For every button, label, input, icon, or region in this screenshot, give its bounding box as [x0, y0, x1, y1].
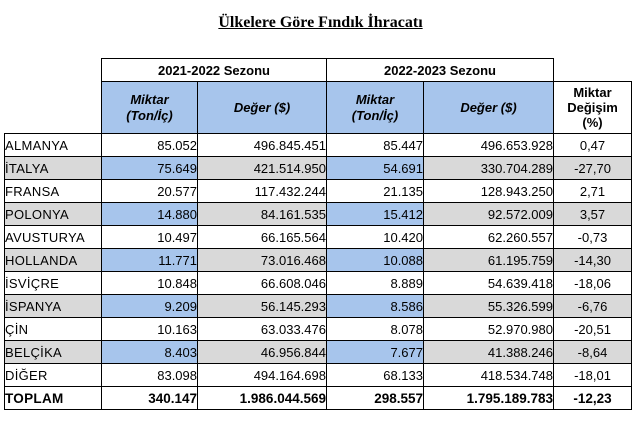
table-row: AVUSTURYA 10.497 66.165.564 10.420 62.260.55…	[4, 225, 632, 249]
value-2021-cell: 63.033.476	[197, 317, 327, 341]
quantity-2022-cell: 54.691	[326, 156, 424, 180]
country-cell: FRANSA	[4, 179, 102, 203]
quantity-2022-cell: 8.078	[326, 317, 424, 341]
quantity-2022-cell: 68.133	[326, 363, 424, 387]
country-cell: İSPANYA	[4, 294, 102, 318]
table-row: İSVİÇRE 10.848 66.608.046 8.889 54.639.418 -1…	[4, 271, 632, 295]
value-2021-cell: 66.165.564	[197, 225, 327, 249]
header-deger-2022: Değer ($)	[423, 81, 554, 134]
quantity-2021-cell: 11.771	[101, 248, 198, 272]
season-header-2021: 2021-2022 Sezonu	[101, 58, 327, 82]
country-cell: DİĞER	[4, 363, 102, 387]
quantity-2021-cell: 14.880	[101, 202, 198, 226]
quantity-2022-cell: 8.889	[326, 271, 424, 295]
change-percent-cell: -18,06	[553, 271, 632, 295]
country-cell: POLONYA	[4, 202, 102, 226]
value-2022-cell: 52.970.980	[423, 317, 554, 341]
value-2021-cell: 494.164.698	[197, 363, 327, 387]
quantity-2022-cell: 10.088	[326, 248, 424, 272]
empty-cell	[5, 82, 102, 134]
change-percent-cell: -18,01	[553, 363, 632, 387]
table-row: İTALYA 75.649 421.514.950 54.691 330.704.289…	[4, 156, 632, 180]
quantity-2022-cell: 8.586	[326, 294, 424, 318]
country-cell: ÇİN	[4, 317, 102, 341]
country-cell: BELÇİKA	[4, 340, 102, 364]
quantity-2021-cell: 20.577	[101, 179, 198, 203]
quantity-2021-cell: 10.848	[101, 271, 198, 295]
country-cell: AVUSTURYA	[4, 225, 102, 249]
quantity-2022-cell: 7.677	[326, 340, 424, 364]
empty-cell	[5, 59, 102, 82]
country-cell: TOPLAM	[4, 386, 102, 410]
table-row: HOLLANDA 11.771 73.016.468 10.088 61.195.759…	[4, 248, 632, 272]
change-percent-cell: 3,57	[553, 202, 632, 226]
quantity-2022-cell: 15.412	[326, 202, 424, 226]
change-percent-cell: -8,64	[553, 340, 632, 364]
country-cell: İTALYA	[4, 156, 102, 180]
value-2022-cell: 418.534.748	[423, 363, 554, 387]
header-miktar-change: Miktar Değişim (%)	[553, 81, 632, 134]
quantity-2022-cell: 10.420	[326, 225, 424, 249]
change-percent-cell: -0,73	[553, 225, 632, 249]
table-row: DİĞER 83.098 494.164.698 68.133 418.534.748-…	[4, 363, 632, 387]
page-title: Ülkelere Göre Fındık İhracatı	[218, 14, 423, 31]
quantity-2021-cell: 10.163	[101, 317, 198, 341]
value-2022-cell: 54.639.418	[423, 271, 554, 295]
value-2021-cell: 1.986.044.569	[197, 386, 327, 410]
value-2021-cell: 46.956.844	[197, 340, 327, 364]
quantity-2021-cell: 9.209	[101, 294, 198, 318]
quantity-2021-cell: 85.052	[101, 133, 198, 157]
total-row: TOPLAM 340.147 1.986.044.569 298.557 1.795.1…	[4, 386, 632, 410]
change-percent-cell: -12,23	[553, 386, 632, 410]
value-2021-cell: 73.016.468	[197, 248, 327, 272]
export-table: 2021-2022 Sezonu 2022-2023 Sezonu Miktar…	[4, 58, 632, 410]
value-2022-cell: 128.943.250	[423, 179, 554, 203]
value-2022-cell: 92.572.009	[423, 202, 554, 226]
table-row: İSPANYA 9.209 56.145.293 8.586 55.326.599 -6,…	[4, 294, 632, 318]
quantity-2022-cell: 298.557	[326, 386, 424, 410]
country-cell: ALMANYA	[4, 133, 102, 157]
value-2022-cell: 41.388.246	[423, 340, 554, 364]
value-2021-cell: 56.145.293	[197, 294, 327, 318]
quantity-2022-cell: 21.135	[326, 179, 424, 203]
value-2022-cell: 330.704.289	[423, 156, 554, 180]
header-deger-2021: Değer ($)	[197, 81, 327, 134]
value-2022-cell: 61.195.759	[423, 248, 554, 272]
country-cell: HOLLANDA	[4, 248, 102, 272]
value-2021-cell: 496.845.451	[197, 133, 327, 157]
value-2021-cell: 117.432.244	[197, 179, 327, 203]
table-row: ÇİN 10.163 63.033.476 8.078 52.970.980 -20,51	[4, 317, 632, 341]
value-2021-cell: 66.608.046	[197, 271, 327, 295]
country-cell: İSVİÇRE	[4, 271, 102, 295]
quantity-2021-cell: 75.649	[101, 156, 198, 180]
table-row: BELÇİKA 8.403 46.956.844 7.677 41.388.246 -8,…	[4, 340, 632, 364]
header-miktar-2021: Miktar (Ton/İç)	[101, 81, 198, 134]
change-percent-cell: -6,76	[553, 294, 632, 318]
quantity-2021-cell: 340.147	[101, 386, 198, 410]
quantity-2021-cell: 83.098	[101, 363, 198, 387]
value-2022-cell: 496.653.928	[423, 133, 554, 157]
header-miktar-2022: Miktar (Ton/İç)	[326, 81, 424, 134]
quantity-2021-cell: 10.497	[101, 225, 198, 249]
season-header-2022: 2022-2023 Sezonu	[326, 58, 554, 82]
change-percent-cell: 2,71	[553, 179, 632, 203]
empty-cell	[554, 59, 632, 82]
change-percent-cell: -20,51	[553, 317, 632, 341]
value-2022-cell: 62.260.557	[423, 225, 554, 249]
table-row: POLONYA 14.880 84.161.535 15.412 92.572.009 3…	[4, 202, 632, 226]
value-2022-cell: 1.795.189.783	[423, 386, 554, 410]
quantity-2022-cell: 85.447	[326, 133, 424, 157]
change-percent-cell: -14,30	[553, 248, 632, 272]
value-2021-cell: 421.514.950	[197, 156, 327, 180]
value-2021-cell: 84.161.535	[197, 202, 327, 226]
change-percent-cell: -27,70	[553, 156, 632, 180]
table-row: FRANSA 20.577 117.432.244 21.135 128.943.250…	[4, 179, 632, 203]
value-2022-cell: 55.326.599	[423, 294, 554, 318]
quantity-2021-cell: 8.403	[101, 340, 198, 364]
change-percent-cell: 0,47	[553, 133, 632, 157]
table-row: ALMANYA 85.052 496.845.451 85.447 496.653.92…	[4, 133, 632, 157]
